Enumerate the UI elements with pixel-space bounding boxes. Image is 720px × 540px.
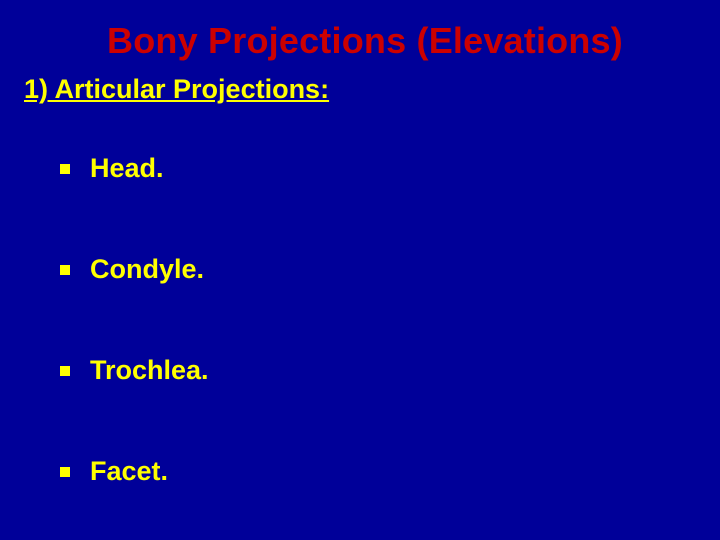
list-item: Condyle. [60,254,700,285]
slide-container: Bony Projections (Elevations) 1) Articul… [0,0,720,540]
bullet-text: Facet. [90,456,168,487]
list-item: Trochlea. [60,355,700,386]
list-item: Facet. [60,456,700,487]
slide-title: Bony Projections (Elevations) [20,20,700,62]
square-bullet-icon [60,265,70,275]
slide-subtitle: 1) Articular Projections: [24,74,700,105]
list-item: Head. [60,153,700,184]
square-bullet-icon [60,467,70,477]
bullet-text: Head. [90,153,164,184]
square-bullet-icon [60,164,70,174]
bullet-text: Trochlea. [90,355,209,386]
square-bullet-icon [60,366,70,376]
bullet-text: Condyle. [90,254,204,285]
bullet-list: Head. Condyle. Trochlea. Facet. [60,153,700,487]
